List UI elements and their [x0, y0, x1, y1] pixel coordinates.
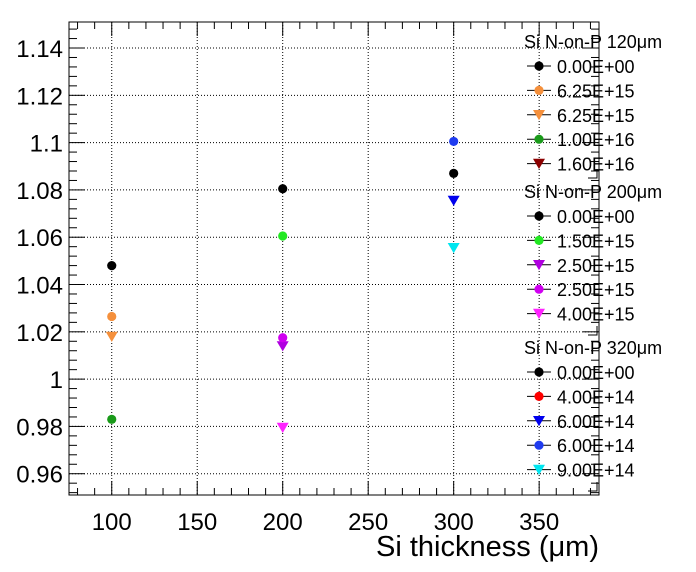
y-tick-label: 1.06 — [16, 225, 63, 252]
legend-entry-label: 2.50E+15 — [557, 280, 635, 300]
legend-entry-label: 1.50E+15 — [557, 231, 635, 251]
legend-entry-label: 1.00E+16 — [557, 130, 635, 150]
legend-marker — [534, 235, 544, 245]
legend-entry-label: 6.25E+15 — [557, 81, 635, 101]
grid-lines — [69, 22, 599, 495]
legend-group-title: Si N-on-P 320μm — [524, 338, 662, 358]
legend-entry-label: 0.00E+00 — [557, 363, 635, 383]
tick-labels: 100 150 200 250 300 350 0.96 0.98 1 1.02 1.04 1.06 1… — [16, 36, 559, 536]
data-point — [449, 136, 459, 147]
y-tick-label: 1.12 — [16, 83, 63, 110]
data-point — [276, 341, 289, 352]
data-point — [278, 333, 288, 343]
data-point — [449, 168, 459, 178]
data-point — [447, 243, 460, 254]
legend-entry-label: 6.00E+14 — [557, 436, 635, 456]
y-tick-label: 1.08 — [16, 178, 63, 205]
legend-marker — [534, 391, 544, 401]
y-tick-label: 1.02 — [16, 320, 63, 347]
y-tick-label: 1.04 — [16, 273, 63, 300]
legend-entry-label: 0.00E+00 — [557, 57, 635, 77]
data-point — [105, 331, 118, 342]
legend-marker — [533, 110, 545, 121]
legend-marker — [534, 85, 544, 95]
legend-marker — [534, 284, 544, 294]
legend-entry-label: 6.00E+14 — [557, 412, 635, 432]
legend-entry-label: 6.25E+15 — [557, 106, 635, 126]
x-tick-label: 350 — [519, 509, 559, 536]
x-axis-title: Si thickness (μm) — [376, 531, 599, 563]
legend-marker — [533, 308, 545, 319]
legend-entry-label: 4.00E+14 — [557, 387, 635, 407]
legend-entry-label: 1.60E+16 — [557, 155, 635, 175]
legend-corner-mark — [588, 482, 598, 492]
axis-ticks — [69, 22, 599, 495]
legend-group-title: Si N-on-P 120μm — [524, 32, 662, 52]
x-tick-label: 250 — [348, 509, 388, 536]
y-tick-label: 1 — [50, 367, 63, 394]
legend-marker — [534, 440, 544, 450]
data-point — [447, 195, 460, 206]
legend: Si N-on-P 120μm 0.00E+00 6.25E+15 6.25E+15 1… — [524, 32, 662, 492]
y-tick-label: 0.98 — [16, 414, 63, 441]
legend-corner-mark — [588, 326, 598, 336]
legend-group-title: Si N-on-P 200μm — [524, 182, 662, 202]
data-points — [105, 136, 460, 433]
y-tick-label: 1.14 — [16, 36, 63, 63]
data-point — [107, 414, 117, 424]
legend-marker — [533, 464, 545, 475]
legend-marker — [534, 134, 544, 144]
data-point — [107, 260, 117, 271]
legend-marker — [534, 367, 544, 377]
legend-marker — [533, 260, 545, 271]
data-point — [276, 422, 289, 433]
legend-marker — [533, 416, 545, 427]
legend-marker — [534, 61, 544, 71]
legend-entry-label: 9.00E+14 — [557, 461, 635, 481]
legend-marker — [534, 211, 544, 221]
data-point — [278, 231, 288, 241]
y-tick-label: 1.1 — [30, 131, 63, 158]
legend-entry-label: 4.00E+15 — [557, 305, 635, 325]
legend-entry-label: 0.00E+00 — [557, 207, 635, 227]
x-tick-label: 150 — [177, 509, 217, 536]
x-tick-label: 100 — [92, 509, 132, 536]
data-point — [278, 184, 288, 194]
legend-marker — [533, 158, 545, 169]
y-tick-label: 0.96 — [16, 462, 63, 489]
legend-entry-label: 2.50E+15 — [557, 256, 635, 276]
x-tick-label: 300 — [434, 509, 474, 536]
data-point — [107, 311, 117, 322]
x-tick-label: 200 — [263, 509, 303, 536]
legend-corner-mark — [588, 169, 598, 179]
